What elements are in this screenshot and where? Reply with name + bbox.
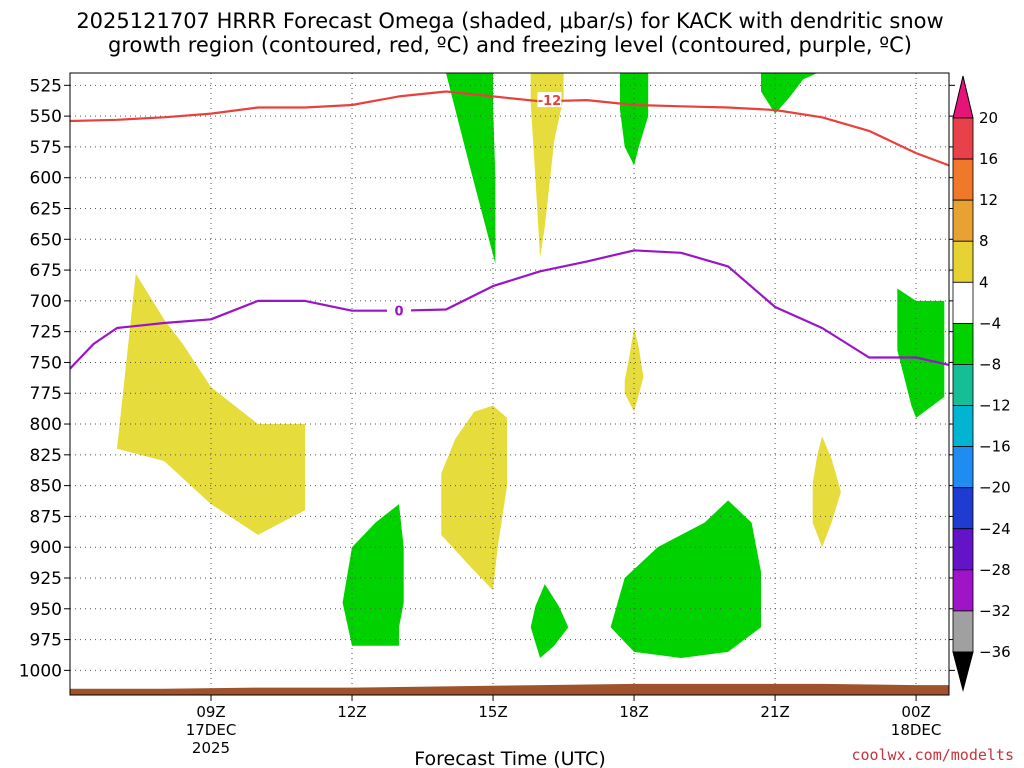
x-tick-label-12Z: 12Z	[337, 703, 366, 721]
colorbar-swatch-2	[952, 199, 974, 242]
y-tick-label-525: 525	[30, 76, 62, 96]
contour-label-1: 0	[395, 305, 404, 320]
omega-colorbar: 20 16 12 8 4 −4 −8 −12 −16 −20 −24 −28 −32 −36	[952, 75, 1011, 692]
colorbar-swatch-8	[952, 446, 974, 489]
y-tick-label-775: 775	[30, 384, 62, 404]
colorbar-label-7: −12	[979, 397, 1011, 415]
omega-region-green-6	[620, 73, 649, 166]
colorbar-swatch-4	[952, 281, 974, 324]
colorbar-swatch-12	[952, 610, 974, 653]
omega-region-green-5	[446, 73, 496, 264]
y-tick-label-600: 600	[30, 169, 62, 189]
omega-region-yellow-4	[812, 436, 841, 548]
colorbar-label-10: −24	[979, 520, 1011, 538]
ground-layer	[70, 683, 949, 695]
omega-region-green-7	[761, 73, 818, 114]
omega-region-green-9	[342, 504, 404, 646]
y-tick-label-1000: 1000	[19, 661, 62, 681]
y-tick-label-750: 750	[30, 353, 62, 373]
x-tick-date-00Z: 18DEC	[891, 721, 942, 739]
colorbar-swatch-9	[952, 487, 974, 530]
colorbar-label-3: 8	[979, 232, 989, 250]
ground-surface	[70, 683, 949, 695]
omega-region-yellow-2	[530, 73, 564, 258]
omega-region-green-8	[897, 288, 945, 418]
y-tick-label-725: 725	[30, 323, 62, 343]
colorbar-label-4: 4	[979, 273, 989, 291]
x-tick-date-09Z: 17DEC	[186, 721, 237, 739]
omega-region-yellow-3	[624, 328, 644, 412]
colorbar-label-12: −32	[979, 602, 1011, 620]
y-tick-label-550: 550	[30, 107, 62, 127]
colorbar-label-8: −16	[979, 438, 1011, 456]
colorbar-swatch-3	[952, 240, 974, 283]
plot-frame	[69, 72, 950, 696]
y-tick-label-825: 825	[30, 446, 62, 466]
credit-link[interactable]: coolwx.com/modelts	[851, 746, 1014, 764]
contour-label-0: -12	[538, 94, 562, 109]
x-tick-label-09Z: 09Z	[196, 703, 225, 721]
chart-title-line-2: growth region (contoured, red, ºC) and f…	[108, 33, 912, 57]
y-tick-label-900: 900	[30, 538, 62, 558]
y-tick-label-950: 950	[30, 600, 62, 620]
x-axis-label: Forecast Time (UTC)	[414, 748, 605, 768]
y-tick-label-675: 675	[30, 261, 62, 281]
omega-shaded-regions	[117, 73, 945, 658]
contour-label-bg-1	[387, 302, 412, 318]
contour-line-dgz-minus-12	[69, 90, 950, 167]
colorbar-swatch-1	[952, 158, 974, 201]
y-tick-label-800: 800	[30, 415, 62, 435]
grid-lines	[70, 73, 949, 695]
x-tick-year-09Z: 2025	[192, 739, 230, 757]
colorbar-label-5: −4	[979, 314, 1001, 332]
y-tick-label-925: 925	[30, 569, 62, 589]
colorbar-swatch-0	[952, 117, 974, 160]
colorbar-label-11: −28	[979, 561, 1011, 579]
colorbar-swatch-10	[952, 528, 974, 571]
colorbar-swatch-11	[952, 569, 974, 612]
colorbar-swatch-7	[952, 405, 974, 448]
y-tick-label-700: 700	[30, 292, 62, 312]
y-tick-label-975: 975	[30, 631, 62, 651]
colorbar-label-2: 12	[979, 191, 998, 209]
contour-lines: -12 0	[69, 90, 950, 370]
omega-region-yellow-0	[117, 273, 305, 535]
x-tick-label-18Z: 18Z	[619, 703, 648, 721]
y-tick-label-575: 575	[30, 138, 62, 158]
contour-label-bg-0	[537, 92, 562, 108]
colorbar-swatch-5	[952, 322, 974, 365]
pressure-axis: 525 550 575 600 625 650 675 700 725 750 775 800 825 8…	[19, 76, 955, 681]
colorbar-label-9: −20	[979, 479, 1011, 497]
colorbar-label-6: −8	[979, 355, 1001, 373]
omega-region-green-11	[610, 500, 761, 658]
y-tick-label-650: 650	[30, 230, 62, 250]
y-tick-label-850: 850	[30, 477, 62, 497]
colorbar-label-1: 16	[979, 150, 998, 168]
contour-line-freezing-0	[69, 249, 950, 370]
x-tick-label-00Z: 00Z	[901, 703, 930, 721]
chart-title-line-1: 2025121707 HRRR Forecast Omega (shaded, …	[76, 9, 943, 33]
x-tick-label-15Z: 15Z	[478, 703, 507, 721]
x-tick-label-21Z: 21Z	[760, 703, 789, 721]
y-tick-label-875: 875	[30, 507, 62, 527]
colorbar-bottom-arrow	[952, 651, 974, 692]
omega-region-yellow-1	[441, 405, 508, 591]
colorbar-label-0: 20	[979, 109, 998, 127]
colorbar-top-arrow	[952, 75, 974, 119]
colorbar-label-13: −36	[979, 643, 1011, 661]
omega-region-green-10	[530, 584, 569, 658]
colorbar-swatch-6	[952, 364, 974, 406]
y-tick-label-625: 625	[30, 199, 62, 219]
